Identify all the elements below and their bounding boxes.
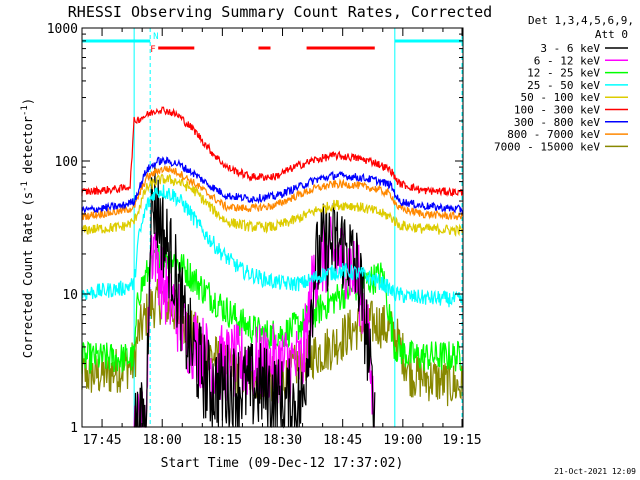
y-axis-label-part1: Corrected Count Rate (s (21, 192, 35, 358)
x-axis-label: Start Time (09-Dec-12 17:37:02) (161, 456, 404, 471)
y-axis-label: Corrected Count Rate (s-1 detector-1) (20, 98, 35, 358)
legend-label-2: 12 - 25 keV (527, 67, 600, 80)
flare-bar-label: F (150, 45, 155, 55)
legend-header-attenuator: Att 0 (595, 28, 628, 41)
y-tick-label-0: 1 (70, 421, 78, 436)
footer-date: 21-Oct-2021 12:09 (554, 467, 636, 476)
legend-label-3: 25 - 50 keV (527, 79, 600, 92)
night-bar-label: N (153, 32, 158, 42)
series-line-100-300keV (81, 106, 464, 197)
legend-label-7: 800 - 7000 keV (507, 128, 600, 141)
legend-label-0: 3 - 6 keV (540, 42, 600, 55)
x-tick-label-1: 18:00 (143, 433, 182, 448)
y-axis-label-part2: detector (21, 116, 35, 181)
x-tick-label-2: 18:15 (203, 433, 242, 448)
plot-marks: FN (81, 28, 464, 429)
legend-header-detectors: Det 1,3,4,5,6,9, (528, 14, 634, 27)
x-tick-label-0: 17:45 (82, 433, 121, 448)
y-axis-label-exponent-1: -1 (20, 181, 30, 192)
y-axis-label-exponent-2: -1 (20, 105, 30, 116)
legend-label-8: 7000 - 15000 keV (494, 140, 600, 153)
series-line-300-800keV (81, 156, 464, 215)
y-tick-label-1: 10 (62, 288, 78, 303)
series-line-800-7000keV (81, 165, 464, 221)
legend-label-6: 300 - 800 keV (514, 116, 600, 129)
x-tick-label-5: 19:00 (383, 433, 422, 448)
series-line-50-100keV (81, 173, 464, 237)
series-line-12-25keV (81, 244, 464, 374)
y-axis-label-part3: ) (21, 98, 35, 105)
x-tick-label-6: 19:15 (442, 433, 481, 448)
y-tick-label-2: 100 (55, 155, 78, 170)
chart-title: RHESSI Observing Summary Count Rates, Co… (68, 3, 492, 21)
legend-label-4: 50 - 100 keV (521, 91, 601, 104)
series-line-25-50keV (81, 184, 464, 308)
y-tick-label-3: 1000 (47, 22, 78, 37)
legend-label-5: 100 - 300 keV (514, 104, 600, 117)
legend-label-1: 6 - 12 keV (534, 54, 601, 67)
x-tick-label-3: 18:30 (263, 433, 302, 448)
plot-frame (81, 27, 464, 428)
x-tick-label-4: 18:45 (323, 433, 362, 448)
y-axis-ticks: 1 10 100 1000 (47, 22, 463, 436)
x-axis-ticks: 17:45 18:00 18:15 18:30 18:45 19:00 19:15 (81, 28, 482, 448)
series-line-3-6keV (134, 165, 376, 429)
